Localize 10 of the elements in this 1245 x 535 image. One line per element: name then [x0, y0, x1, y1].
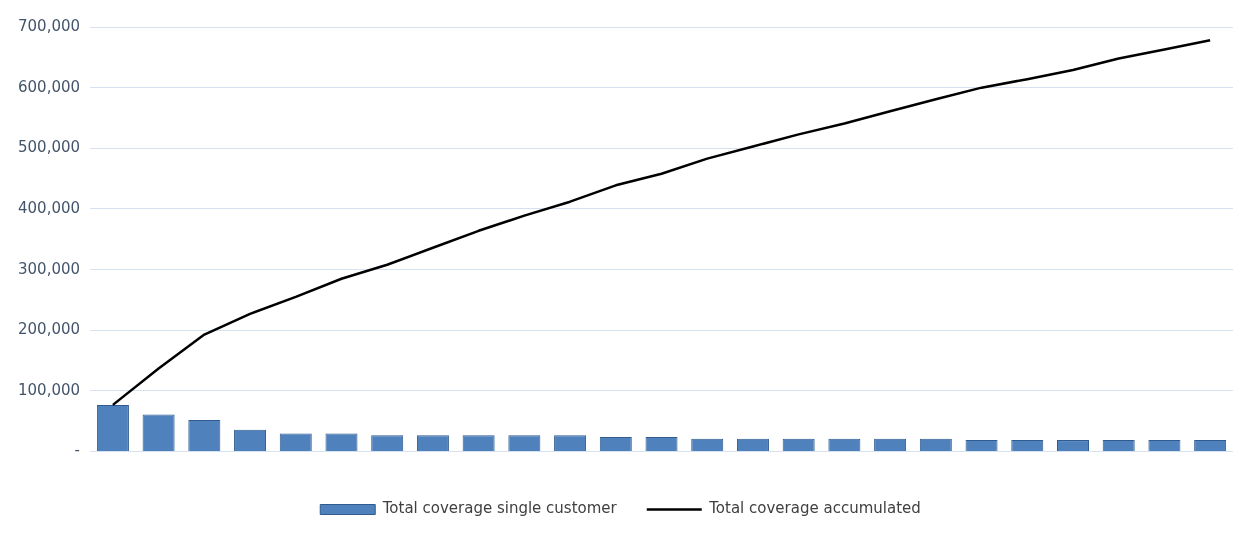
legend-label: Total coverage accumulated: [708, 499, 921, 518]
y-tick-label: 200,000: [18, 320, 81, 339]
y-tick-label: 500,000: [18, 138, 81, 157]
y-tick-label: 300,000: [18, 259, 81, 278]
y-tick-label: -: [74, 441, 81, 460]
y-tick-label: 400,000: [18, 198, 81, 217]
y-tick-label: 700,000: [18, 16, 81, 35]
y-tick-label: 600,000: [18, 77, 81, 96]
y-tick-label: 100,000: [18, 380, 81, 399]
legend-label: Total coverage single customer: [381, 499, 618, 518]
